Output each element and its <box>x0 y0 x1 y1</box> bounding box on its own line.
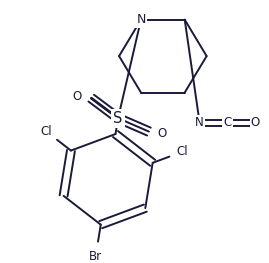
Text: O: O <box>251 117 260 129</box>
Text: Cl: Cl <box>176 145 188 158</box>
Text: O: O <box>157 127 167 140</box>
Text: O: O <box>156 128 165 141</box>
Text: Br: Br <box>89 250 102 263</box>
Text: O: O <box>73 90 82 103</box>
Text: N: N <box>136 13 146 26</box>
Text: N: N <box>136 13 146 26</box>
Text: O: O <box>73 89 82 102</box>
Text: S: S <box>114 111 123 126</box>
Text: N: N <box>195 117 204 129</box>
Text: C: C <box>223 117 232 129</box>
Text: S: S <box>114 111 123 126</box>
Text: Cl: Cl <box>40 125 52 138</box>
